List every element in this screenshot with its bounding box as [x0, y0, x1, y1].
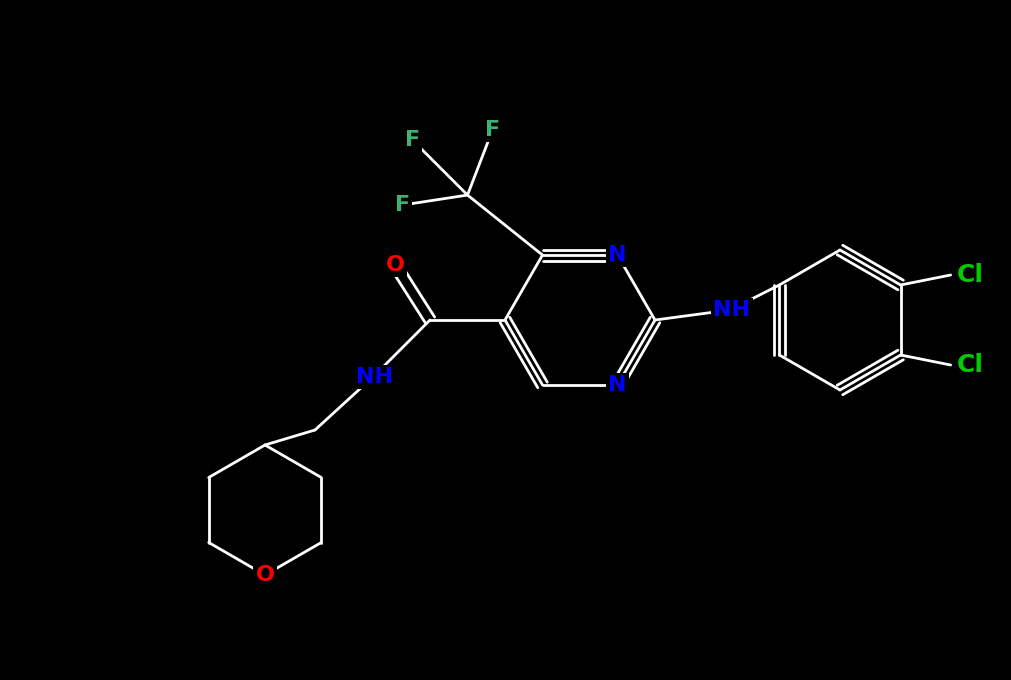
Text: Cl: Cl	[956, 353, 983, 377]
Text: Cl: Cl	[956, 263, 983, 287]
Text: O: O	[385, 255, 404, 275]
Text: NH: NH	[713, 300, 750, 320]
Text: O: O	[255, 565, 274, 585]
Text: F: F	[484, 120, 499, 140]
Text: N: N	[608, 375, 626, 395]
Text: F: F	[394, 195, 409, 215]
Text: F: F	[404, 130, 420, 150]
Text: N: N	[608, 245, 626, 265]
Text: NH: NH	[356, 367, 393, 387]
